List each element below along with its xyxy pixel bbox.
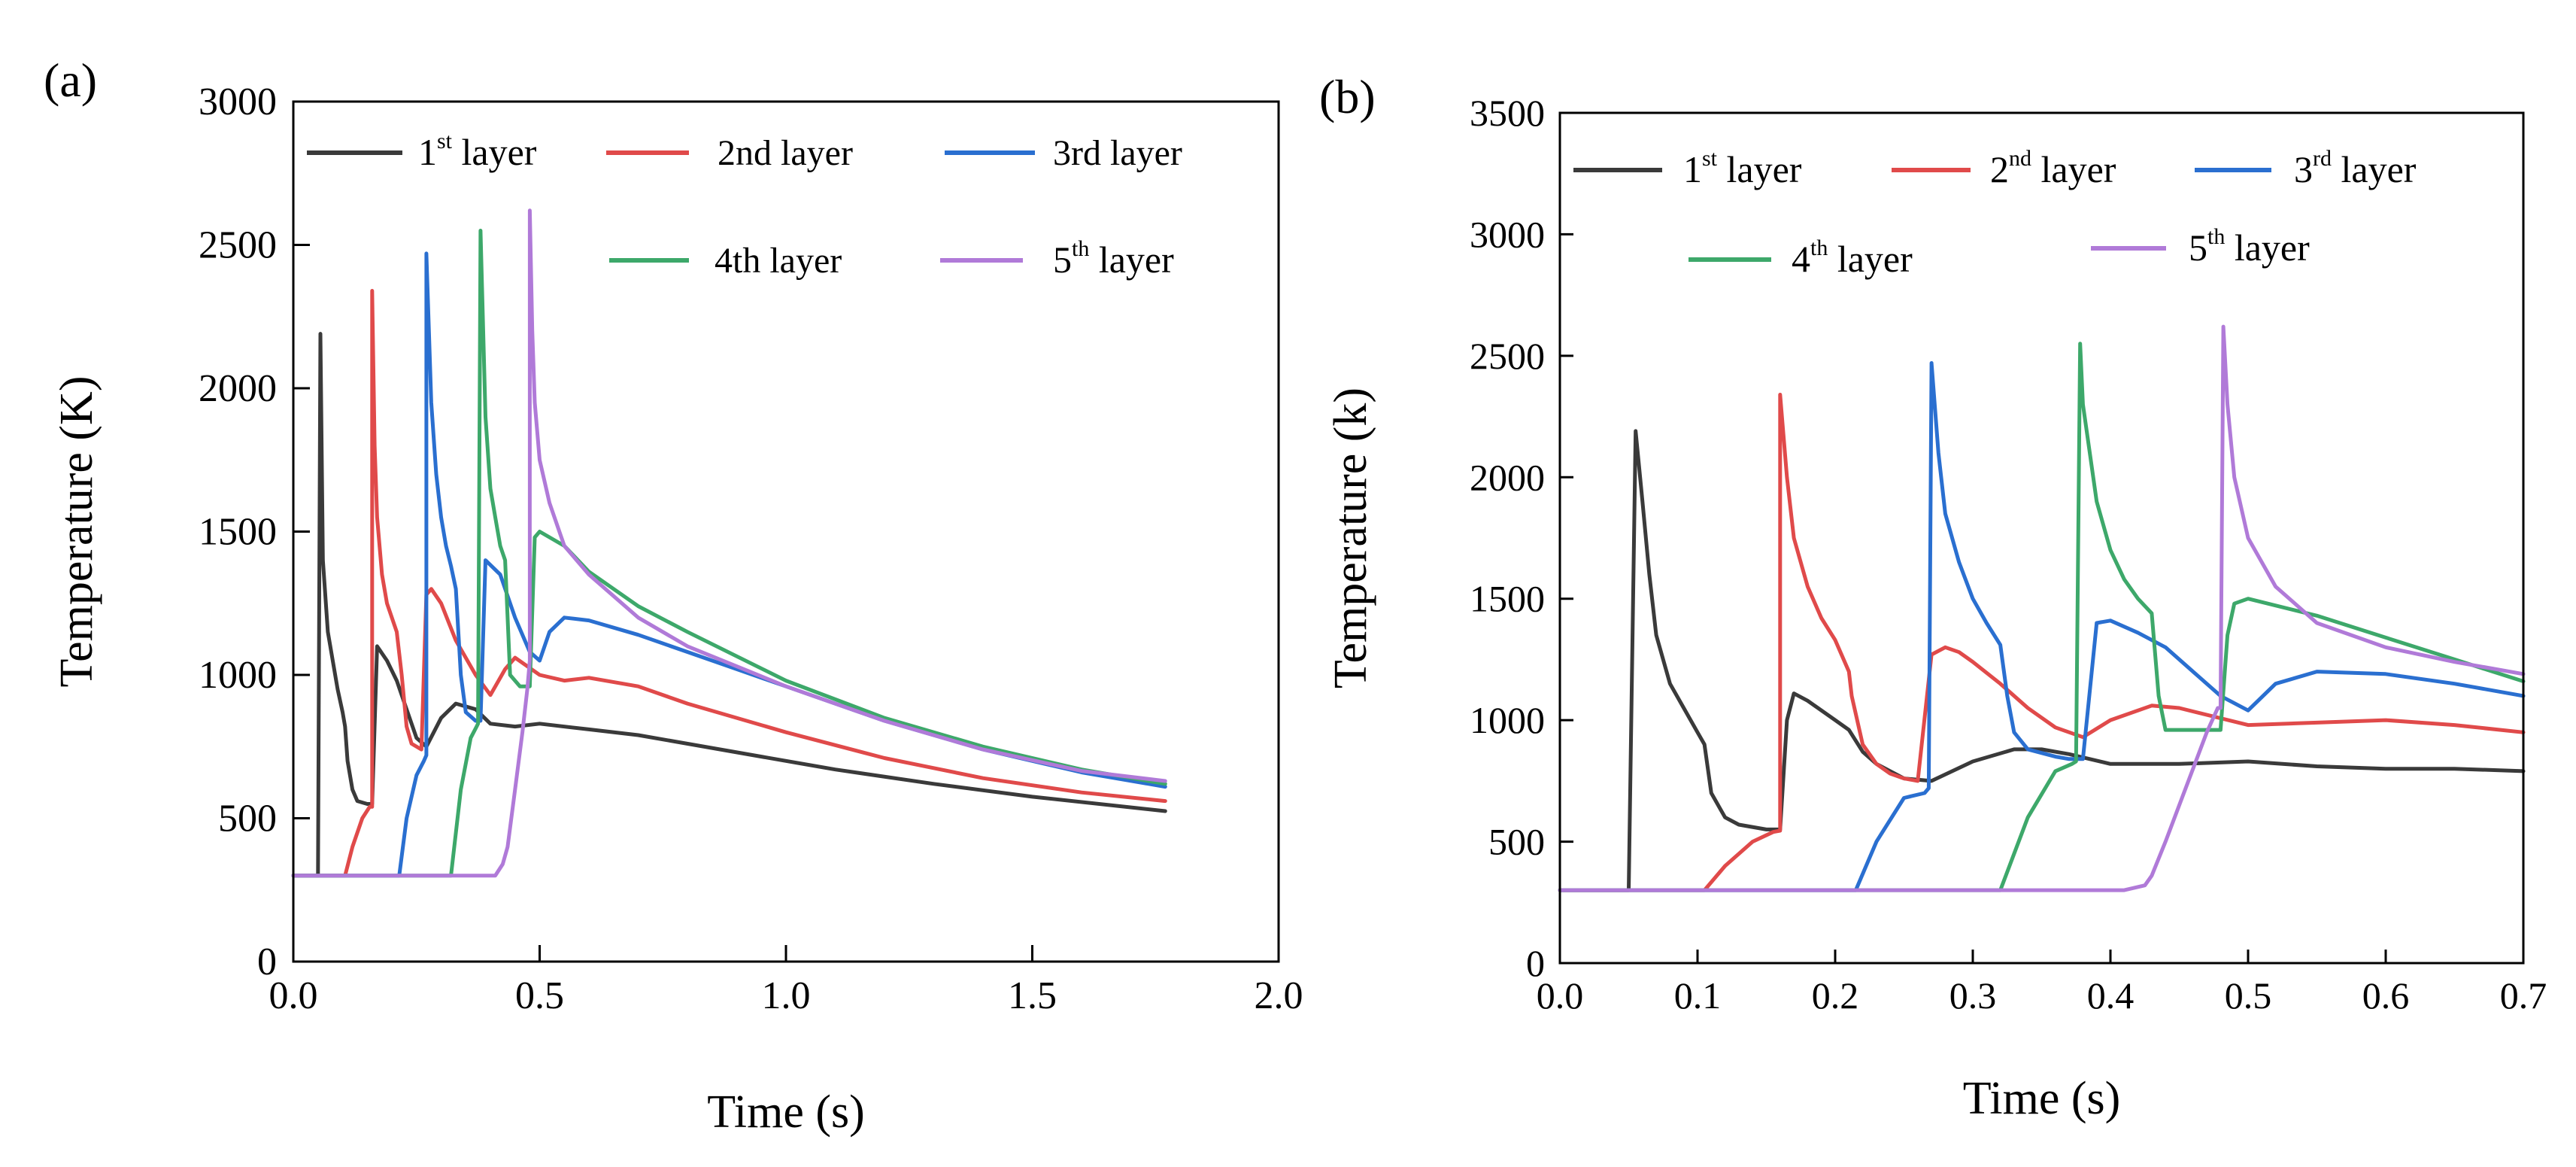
panel-b-series-1-line	[1558, 429, 2526, 892]
panel-b-xtick-label: 0.2	[1812, 974, 1859, 1017]
panel-b-ytick-label: 0	[1526, 942, 1545, 984]
panel-a-legend-label-5: 5th layer	[1053, 236, 1174, 281]
panel-b-y-axis-title: Temperature (k)	[1325, 387, 1376, 688]
panel-b-xtick-label: 0.1	[1674, 974, 1722, 1017]
panel-a-legend: 1st layer 2nd layer 3rd layer 4th layer 5th …	[307, 129, 1182, 281]
panel-b-xtick-label: 0.5	[2225, 974, 2272, 1017]
panel-b-series-5-line	[1558, 324, 2526, 892]
panel-a-xtick-label: 1.0	[762, 974, 811, 1017]
panel-b-legend: 1st layer 2nd layer 3rd layer 4th layer 5th …	[1573, 146, 2417, 280]
panel-b-xtick-label: 0.6	[2362, 974, 2410, 1017]
panel-b-x-axis-title: Time (s)	[1963, 1073, 2121, 1124]
panel-a-ytick-label: 3000	[199, 81, 277, 123]
panel-a-letter: (a)	[44, 53, 97, 107]
panel-a-legend-label-4: 4th layer	[715, 241, 842, 281]
panel-b-legend-label-4: 4th layer	[1792, 236, 1913, 280]
panel-b-ytick-label: 2000	[1470, 456, 1545, 498]
panel-b-plot-frame	[1558, 111, 2525, 965]
panel-b-series-3-line	[1558, 361, 2526, 892]
panel-b-legend-label-1: 1st layer	[1683, 146, 1802, 190]
panel-b-series-group	[1558, 324, 2526, 892]
panel-a-series-3-line	[291, 251, 1167, 878]
panel-a-ytick-label: 2500	[199, 224, 277, 267]
panel-b-xtick-label: 0.0	[1537, 974, 1584, 1017]
panel-a-series-1-line	[291, 332, 1167, 878]
panel-a-ytick-label: 1500	[199, 511, 277, 554]
panel-a-y-axis: 0 500 1000 1500 2000 2500 3000	[199, 81, 310, 983]
panel-b-ytick-label: 1000	[1470, 699, 1545, 741]
panel-b-legend-label-5: 5th layer	[2189, 224, 2310, 269]
panel-b-legend-label-2: 2nd layer	[1990, 146, 2116, 190]
panel-b-ytick-label: 2500	[1470, 335, 1545, 377]
panel-a-chart: (a) 0 500 1000 1500 2000 2500 3000 0.0 0.5 1.0 1.5 2…	[44, 53, 1303, 1138]
panel-b-xtick-label: 0.7	[2500, 974, 2547, 1017]
panel-b-ytick-label: 1500	[1470, 578, 1545, 620]
panel-a-x-axis-title: Time (s)	[707, 1086, 865, 1138]
panel-a-xtick-label: 1.5	[1008, 974, 1057, 1017]
panel-b-y-axis: 0 500 1000 1500 2000 2500 3000 3500	[1470, 92, 1573, 984]
panel-a-xtick-label: 2.0	[1255, 974, 1303, 1017]
panel-b-legend-label-3: 3rd layer	[2294, 146, 2417, 190]
panel-a-series-2-line	[291, 289, 1167, 878]
panel-b-letter: (b)	[1319, 70, 1376, 123]
panel-a-series-5-line	[291, 208, 1167, 878]
panel-b-series-4-line	[1558, 342, 2526, 892]
panel-a-ytick-label: 2000	[199, 367, 277, 410]
panel-a-x-axis: 0.0 0.5 1.0 1.5 2.0	[269, 945, 1303, 1017]
panel-a-ytick-label: 1000	[199, 654, 277, 697]
panel-a-ytick-label: 500	[218, 798, 277, 840]
panel-b-series-2-line	[1558, 393, 2526, 892]
panel-b-ytick-label: 500	[1488, 821, 1545, 863]
panel-a-plot-frame	[292, 100, 1280, 963]
panel-a-legend-label-1: 1st layer	[418, 129, 537, 173]
panel-b-ytick-label: 3000	[1470, 213, 1545, 255]
panel-a-xtick-label: 0.5	[515, 974, 564, 1017]
panel-a-legend-label-2: 2nd layer	[718, 133, 853, 173]
panel-a-y-axis-title: Temperature (K)	[51, 376, 102, 688]
panel-b-xtick-label: 0.3	[1949, 974, 1997, 1017]
panel-b-x-axis: 0.0 0.1 0.2 0.3 0.4 0.5 0.6 0.7	[1537, 950, 2547, 1017]
panel-b-xtick-label: 0.4	[2087, 974, 2135, 1017]
panel-b-chart: (b) 0 500 1000 1500 2000 2500 3000 3500 0.0 0.1 0.2…	[1319, 70, 2547, 1124]
panel-a-ytick-label: 0	[257, 941, 277, 983]
panel-a-xtick-label: 0.0	[269, 974, 318, 1017]
panel-a-series-4-line	[291, 229, 1167, 878]
panel-a-legend-label-3: 3rd layer	[1053, 133, 1182, 173]
panel-b-ytick-label: 3500	[1470, 92, 1545, 134]
panel-a-series-group	[291, 208, 1167, 878]
